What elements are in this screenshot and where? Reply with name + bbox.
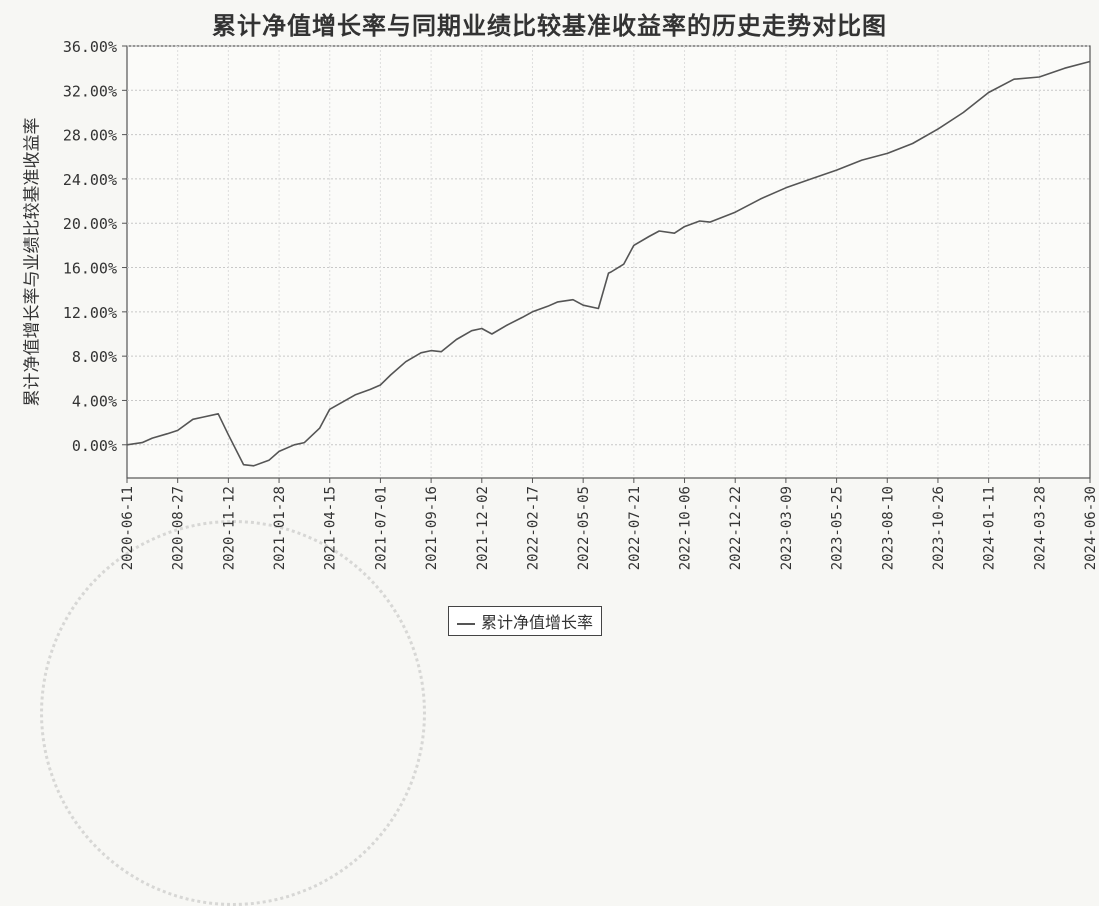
y-tick-label: 8.00% — [72, 348, 117, 366]
x-tick-label: 2020-11-12 — [221, 486, 237, 570]
x-tick-label: 2024-03-28 — [1032, 486, 1048, 570]
x-tick-label: 2022-10-06 — [678, 486, 694, 570]
x-tick-label: 2023-10-26 — [931, 486, 947, 570]
x-tick-label: 2024-01-11 — [982, 486, 998, 570]
y-tick-label: 16.00% — [63, 260, 117, 278]
x-tick-label: 2021-12-02 — [475, 486, 491, 570]
x-tick-label: 2024-06-30 — [1083, 486, 1099, 570]
x-tick-label: 2020-08-27 — [171, 486, 187, 570]
x-tick-label: 2022-12-22 — [728, 486, 744, 570]
chart-title: 累计净值增长率与同期业绩比较基准收益率的历史走势对比图 — [212, 11, 887, 40]
chart-canvas: 36.00% 32.00% 28.00% 24.00% 20.00% 16.00% 12.0… — [63, 38, 1099, 570]
y-tick-label: 20.00% — [63, 215, 117, 233]
x-tick-label: 2022-02-17 — [525, 486, 541, 570]
y-tick-label: 12.00% — [63, 304, 117, 322]
legend-swatch — [457, 622, 475, 625]
y-tick-label: 0.00% — [72, 437, 117, 455]
x-tick-label: 2021-07-01 — [373, 486, 389, 570]
x-tick-label: 2023-05-25 — [830, 486, 846, 570]
legend: 累计净值增长率 — [448, 606, 603, 636]
y-tick-label: 32.00% — [63, 82, 117, 100]
x-tick-label: 2022-05-05 — [576, 486, 592, 570]
x-tick-label: 2021-09-16 — [424, 486, 440, 570]
x-tick-label: 2020-06-11 — [120, 486, 136, 570]
plot-area — [126, 45, 1091, 479]
x-tick-label: 2023-08-10 — [880, 486, 896, 570]
x-tick-label: 2022-07-21 — [627, 486, 643, 570]
y-tick-label: 28.00% — [63, 127, 117, 145]
x-tick-label: 2023-03-09 — [779, 486, 795, 570]
x-tick-label: 2021-01-28 — [272, 486, 288, 570]
x-tick-label: 2021-04-15 — [323, 486, 339, 570]
y-tick-label: 24.00% — [63, 171, 117, 189]
legend-label: 累计净值增长率 — [481, 613, 594, 632]
y-tick-label: 4.00% — [72, 392, 117, 410]
series-line — [126, 60, 1091, 467]
y-tick-label: 36.00% — [63, 38, 117, 56]
